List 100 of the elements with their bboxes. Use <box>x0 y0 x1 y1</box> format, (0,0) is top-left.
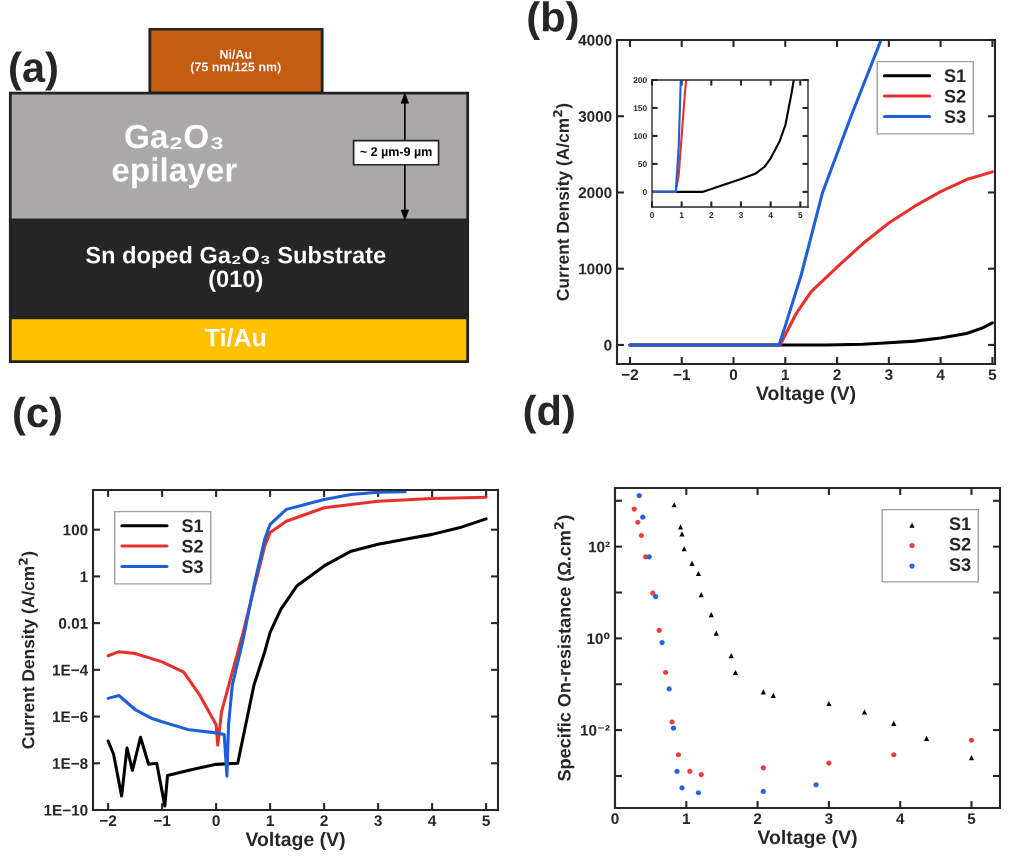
point <box>635 519 641 525</box>
y-tick-label: 0 <box>642 189 647 195</box>
y-tick-label: 4000 <box>578 34 612 46</box>
point <box>663 669 669 676</box>
y-tick-label: 10⁻² <box>580 724 610 736</box>
x-tick-label: 5 <box>482 815 490 827</box>
point <box>695 790 702 796</box>
x-tick-label: 2 <box>833 369 841 380</box>
y-tick-label: 0.01 <box>59 617 88 629</box>
x-tick-label: 1 <box>782 369 790 380</box>
y-tick-label: 1 <box>80 571 88 582</box>
point <box>760 765 766 771</box>
point <box>968 755 975 761</box>
point <box>674 768 680 774</box>
x-tick-label: 0 <box>650 212 654 218</box>
point <box>861 709 868 715</box>
x-tick-label: 3 <box>374 815 382 827</box>
point <box>760 788 766 795</box>
point <box>713 630 719 636</box>
x-tick-label: 4 <box>896 813 905 824</box>
x-tick-label: −2 <box>621 369 639 380</box>
point <box>760 689 766 695</box>
point <box>923 735 930 741</box>
y-tick-label: 10⁰ <box>587 632 610 645</box>
point <box>813 782 819 788</box>
x-tick-label: −1 <box>673 369 691 380</box>
point <box>653 594 659 600</box>
point <box>968 737 975 743</box>
x-tick-label: 5 <box>967 813 976 825</box>
point <box>675 752 682 758</box>
x-tick-label: 5 <box>798 212 803 218</box>
x-tick-label: 0 <box>212 815 220 827</box>
point <box>698 772 704 778</box>
point <box>891 752 897 758</box>
point <box>656 627 662 633</box>
legend-label: S1 <box>944 69 966 83</box>
point <box>659 639 665 646</box>
chart-title: (b) <box>528 1 578 40</box>
line-series <box>628 40 883 347</box>
legend-label: S2 <box>181 539 203 553</box>
x-axis-title: Voltage (V) <box>245 831 345 851</box>
legend-label: S2 <box>944 89 966 103</box>
chart-title: (c) <box>14 396 61 436</box>
legend-label: S1 <box>949 517 971 531</box>
x-tick-label: 4 <box>428 815 437 826</box>
y-tick-label: 150 <box>633 105 647 112</box>
y-tick-label: 1E−4 <box>53 664 89 676</box>
y-tick-label: 0 <box>604 339 612 351</box>
x-tick-label: 0 <box>729 369 738 381</box>
text: Ni/Au (75 nm/125 nm) <box>190 49 281 74</box>
x-tick-label: −2 <box>100 815 117 826</box>
legend-label: S3 <box>944 110 966 124</box>
y-axis-title: Specific On-resistance (Ω.cm$^{2}$) <box>554 515 575 781</box>
line-series <box>106 490 407 778</box>
point <box>732 669 739 676</box>
legend-label: S3 <box>181 560 203 574</box>
y-tick-label: 1E−6 <box>53 711 88 723</box>
y-tick-label: 100 <box>63 524 88 536</box>
y-tick-label: 10² <box>589 541 610 553</box>
y-tick-label: 3000 <box>578 111 612 122</box>
x-tick-label: 1 <box>683 813 691 824</box>
legend-label: S1 <box>181 519 204 533</box>
y-tick-label: 100 <box>633 133 647 140</box>
x-tick-label: 1 <box>679 212 684 218</box>
legend-label: S2 <box>949 537 971 551</box>
y-tick-label: 1E−8 <box>53 758 88 769</box>
text: Sn doped Ga₂O₃ Substrate (010) <box>86 246 386 292</box>
x-tick-label: 3 <box>884 369 893 381</box>
x-tick-label: 1 <box>266 815 274 826</box>
point <box>640 514 646 520</box>
point <box>677 524 684 530</box>
point <box>669 719 675 725</box>
y-tick-label: 1E−10 <box>44 804 88 816</box>
point <box>826 760 832 766</box>
y-tick-label: 200 <box>633 77 647 84</box>
chart-title: (d) <box>524 394 574 434</box>
point <box>670 725 677 731</box>
x-tick-label: 3 <box>824 813 833 825</box>
point <box>631 506 637 512</box>
text: ~ 2 µm-9 µm <box>360 147 432 159</box>
point <box>666 686 672 692</box>
line-series <box>106 517 488 808</box>
text: Ga₂O₃ epilayer <box>112 124 237 189</box>
point <box>679 785 685 791</box>
point <box>695 570 702 577</box>
x-tick-label: 2 <box>753 813 762 824</box>
point <box>638 532 644 539</box>
x-axis-title: Voltage (V) <box>757 829 857 849</box>
y-tick-label: 2000 <box>578 187 612 199</box>
text: (a) <box>10 51 57 91</box>
x-tick-label: 2 <box>709 212 714 218</box>
x-tick-label: 4 <box>768 212 773 218</box>
point <box>698 592 704 598</box>
point <box>770 692 776 699</box>
text: Ti/Au <box>205 328 266 347</box>
x-axis-title: Voltage (V) <box>756 385 856 405</box>
point <box>891 720 897 726</box>
y-tick-label: 1000 <box>579 263 612 275</box>
x-tick-label: 4 <box>936 369 945 380</box>
y-axis-title: Current Density (A/cm$^{2}$) <box>553 103 573 301</box>
